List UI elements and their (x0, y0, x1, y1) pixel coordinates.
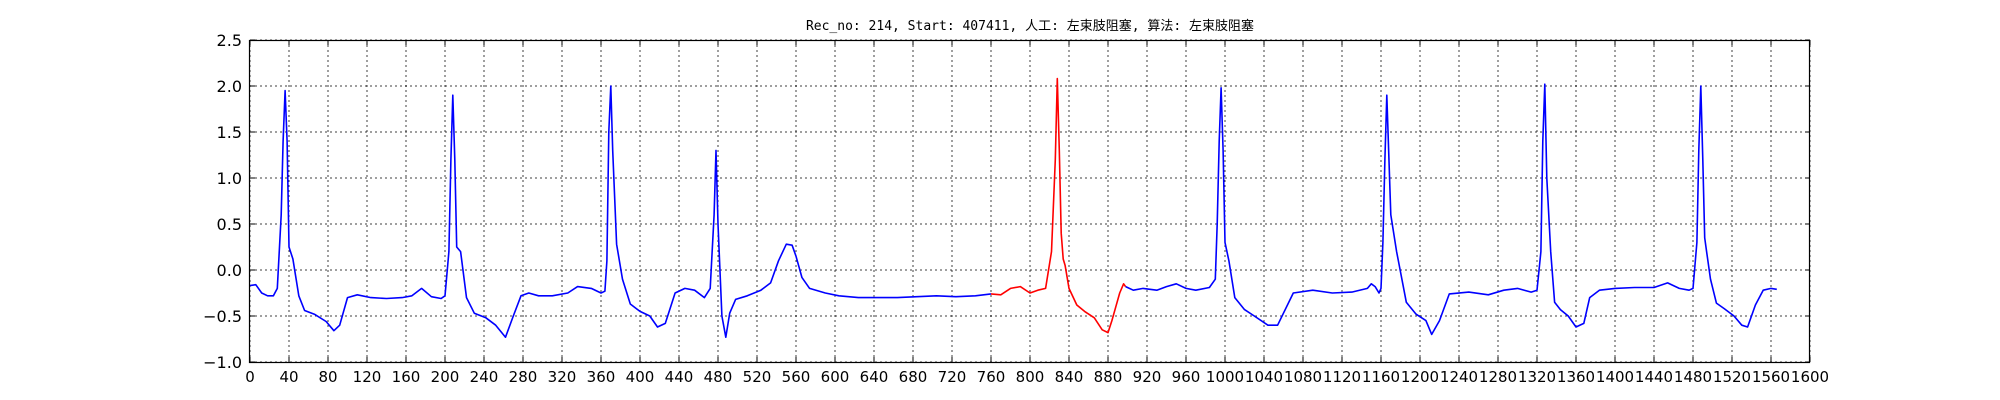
x-tick-label: 1520 (1713, 368, 1751, 386)
x-tick-label: 0 (245, 368, 255, 386)
y-tick-label: 2.0 (217, 77, 242, 96)
x-tick-label: 1480 (1674, 368, 1712, 386)
y-tick-label: 0.0 (217, 261, 242, 280)
x-tick-label: 920 (1133, 368, 1162, 386)
x-tick-label: 120 (353, 368, 382, 386)
y-tick-label: 2.5 (217, 31, 242, 50)
y-tick-label: −1.0 (203, 353, 242, 372)
x-tick-label: 1280 (1479, 368, 1517, 386)
ecg-trace-segment-1 (249, 85, 992, 339)
x-tick-label: 1040 (1245, 368, 1283, 386)
ecg-trace-segment-3 (1125, 83, 1777, 336)
y-axis-ticks: −1.0 −0.5 0.0 0.5 1.0 1.5 2.0 2.5 (203, 31, 1810, 372)
x-tick-label: 360 (587, 368, 616, 386)
gridlines (249, 39, 1811, 363)
x-tick-label: 1560 (1752, 368, 1790, 386)
x-tick-label: 720 (938, 368, 967, 386)
x-tick-label: 1360 (1557, 368, 1595, 386)
plot-area-frame (248, 39, 1811, 364)
x-tick-label: 1400 (1596, 368, 1634, 386)
x-tick-label: 1320 (1518, 368, 1556, 386)
x-tick-label: 1600 (1791, 368, 1829, 386)
x-tick-label: 320 (548, 368, 577, 386)
ecg-trace-segment-2 (990, 77, 1127, 334)
x-tick-label: 40 (279, 368, 298, 386)
x-tick-label: 1440 (1635, 368, 1673, 386)
x-tick-label: 1120 (1323, 368, 1361, 386)
x-tick-label: 1200 (1401, 368, 1439, 386)
x-tick-label: 880 (1094, 368, 1123, 386)
x-tick-label: 960 (1172, 368, 1201, 386)
y-tick-label: 1.5 (217, 123, 242, 142)
chart-title: Rec_no: 214, Start: 407411, 人工: 左束肢阻塞, 算… (806, 18, 1254, 34)
x-tick-label: 600 (821, 368, 850, 386)
x-tick-label: 1240 (1440, 368, 1478, 386)
x-tick-label: 1160 (1362, 368, 1400, 386)
y-tick-label: −0.5 (203, 307, 242, 326)
x-axis-ticks: 0 40 80 120 160 200 240 280 320 360 400 440 480 520 56… (245, 40, 1829, 386)
x-tick-label: 1000 (1206, 368, 1244, 386)
x-tick-label: 680 (899, 368, 928, 386)
x-tick-label: 520 (743, 368, 772, 386)
x-tick-label: 160 (392, 368, 421, 386)
x-tick-label: 240 (470, 368, 499, 386)
x-tick-label: 440 (665, 368, 694, 386)
x-tick-label: 200 (431, 368, 460, 386)
x-tick-label: 280 (509, 368, 538, 386)
x-tick-label: 1080 (1284, 368, 1322, 386)
ecg-traces (249, 77, 1777, 339)
x-tick-label: 800 (1016, 368, 1045, 386)
x-tick-label: 640 (860, 368, 889, 386)
x-tick-label: 760 (977, 368, 1006, 386)
y-tick-label: 1.0 (217, 169, 242, 188)
x-tick-label: 80 (318, 368, 337, 386)
x-tick-label: 840 (1055, 368, 1084, 386)
x-tick-label: 560 (782, 368, 811, 386)
y-tick-label: 0.5 (217, 215, 242, 234)
x-tick-label: 400 (626, 368, 655, 386)
x-tick-label: 480 (704, 368, 733, 386)
